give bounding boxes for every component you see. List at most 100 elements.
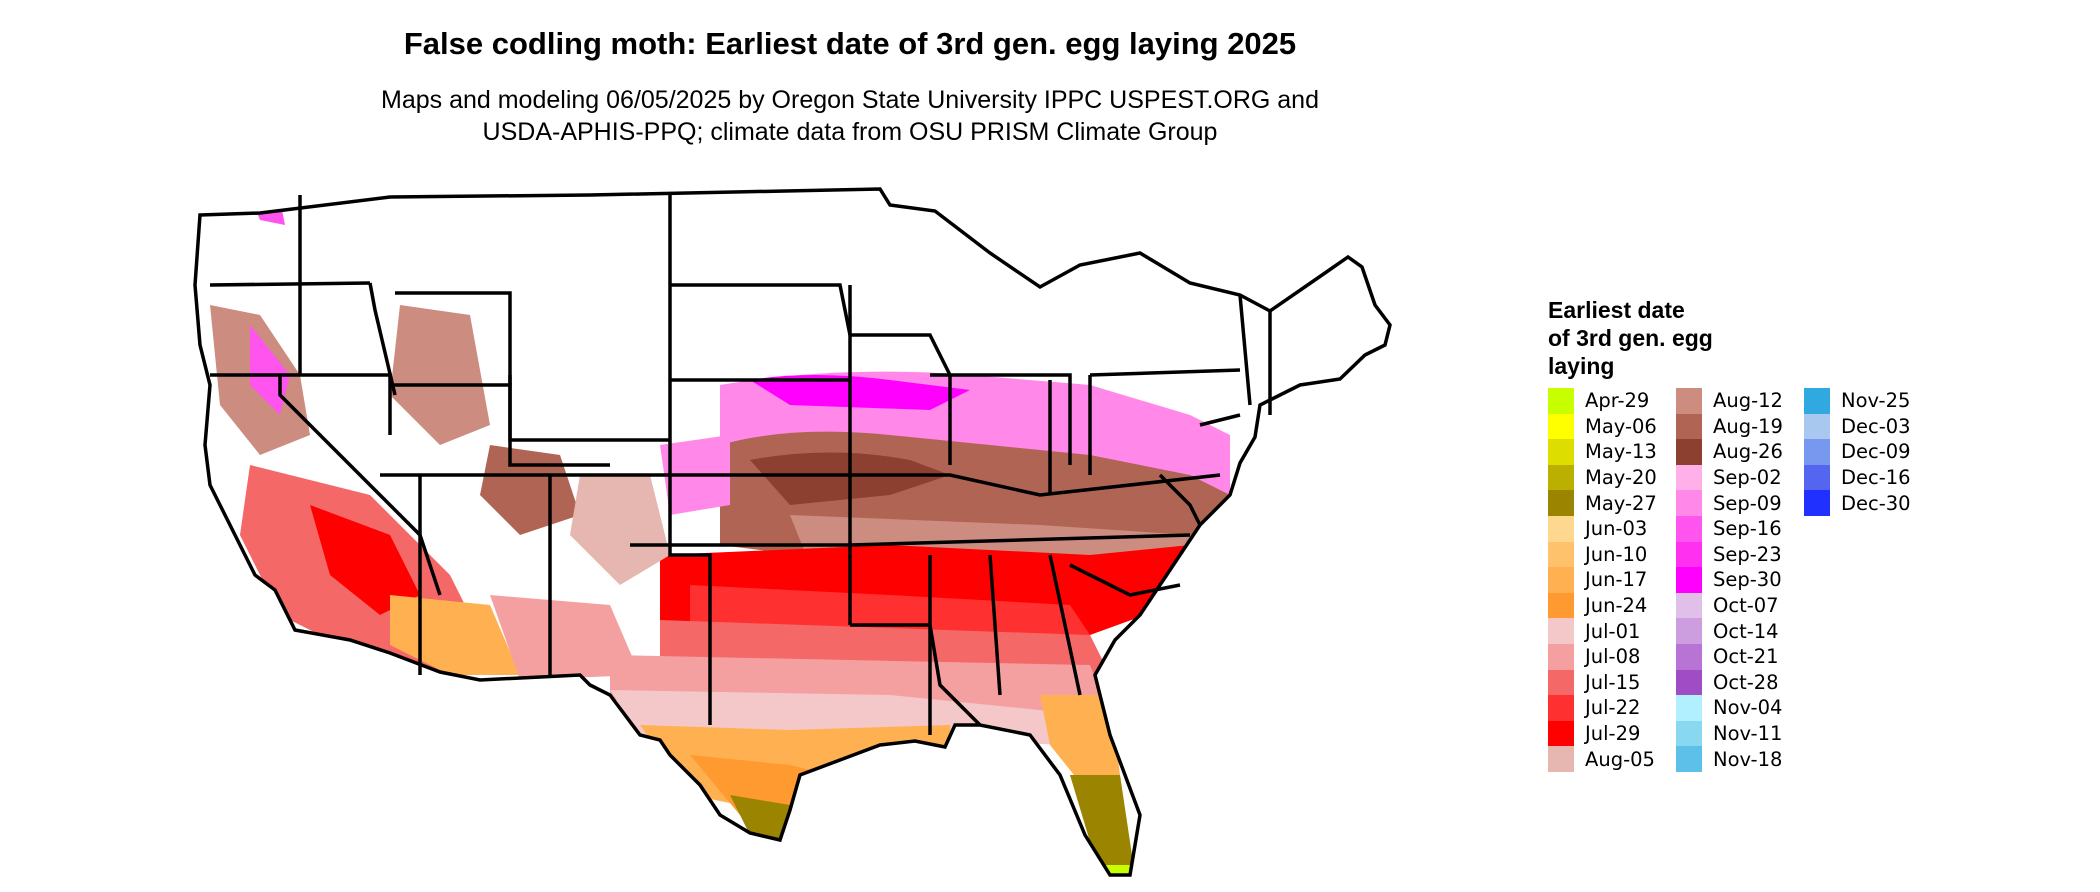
legend-item: Sep-16 <box>1676 515 1802 542</box>
subtitle-line-1: Maps and modeling 06/05/2025 by Oregon S… <box>381 86 1319 114</box>
legend-swatch <box>1676 515 1702 542</box>
legend-item: Sep-23 <box>1676 541 1802 568</box>
legend-swatch <box>1548 490 1574 516</box>
legend-item: May-20 <box>1548 464 1674 491</box>
legend-swatch <box>1676 567 1702 593</box>
legend-item: Dec-03 <box>1804 413 1930 440</box>
legend-label: May-27 <box>1585 491 1657 515</box>
legend-swatch <box>1548 695 1574 721</box>
legend-label: May-06 <box>1585 414 1657 438</box>
legend-swatch <box>1548 643 1574 670</box>
legend-label: Aug-12 <box>1713 389 1783 413</box>
legend-label: Jul-08 <box>1585 645 1641 669</box>
legend-title: Earliest date of 3rd gen. egg laying <box>1548 296 1788 380</box>
state-boundaries <box>193 187 1392 877</box>
legend-label: Jul-29 <box>1585 722 1641 746</box>
legend-item: Nov-25 <box>1804 388 1930 414</box>
legend-item: Jun-03 <box>1548 515 1674 542</box>
legend-item: Jul-22 <box>1548 695 1674 721</box>
legend-swatch <box>1676 388 1702 414</box>
legend-swatch <box>1676 439 1702 465</box>
legend-swatch <box>1548 541 1574 568</box>
legend-label: Jun-03 <box>1585 517 1648 541</box>
legend-title-line-3: laying <box>1548 353 1615 379</box>
map-title: False codling moth: Earliest date of 3rd… <box>403 26 1297 61</box>
legend-item: Aug-19 <box>1676 413 1802 440</box>
legend-item: Sep-30 <box>1676 567 1802 593</box>
legend-swatch <box>1676 490 1702 516</box>
legend-label: Nov-11 <box>1713 722 1783 746</box>
legend-label: Oct-07 <box>1713 594 1779 618</box>
legend-swatch <box>1676 464 1702 491</box>
legend-column: Aug-12 Aug-19 Aug-26 Sep-02 Sep-09 Sep-16 Sep-… <box>1676 388 1802 772</box>
legend-label: Jul-01 <box>1585 619 1641 643</box>
legend-label: Nov-04 <box>1713 696 1783 720</box>
legend-swatch <box>1548 746 1574 772</box>
legend-item: Sep-09 <box>1676 490 1802 516</box>
legend-item: Oct-07 <box>1676 592 1802 619</box>
legend-item: Oct-28 <box>1676 669 1802 696</box>
legend-column: Apr-29 May-06 May-13 May-20 May-27 Jun-03 Jun-… <box>1548 388 1674 772</box>
legend-item: Sep-02 <box>1676 464 1802 491</box>
legend-item: May-27 <box>1548 490 1674 516</box>
legend-swatch <box>1548 464 1574 491</box>
legend-label: Apr-29 <box>1585 389 1650 413</box>
legend-swatch <box>1548 567 1574 593</box>
legend-item: Nov-18 <box>1676 746 1802 772</box>
legend-title-line-1: Earliest date <box>1548 297 1685 323</box>
legend-label: May-13 <box>1585 440 1657 464</box>
legend-label: Nov-18 <box>1713 747 1783 771</box>
legend-item: Dec-16 <box>1804 464 1930 491</box>
legend-swatch <box>1804 464 1830 491</box>
legend-item: Jul-29 <box>1548 720 1674 747</box>
legend-swatch <box>1676 720 1702 747</box>
legend-swatch <box>1804 439 1830 465</box>
legend-swatch <box>1548 439 1574 465</box>
degree-day-raster <box>195 189 1390 875</box>
legend-item: Nov-11 <box>1676 720 1802 747</box>
legend-label: Aug-05 <box>1585 747 1655 771</box>
legend-item: May-13 <box>1548 439 1674 465</box>
legend-item: Dec-30 <box>1804 490 1930 516</box>
legend-item: Jun-24 <box>1548 592 1674 619</box>
legend-swatch <box>1548 388 1574 414</box>
legend-label: Sep-16 <box>1713 517 1782 541</box>
legend-label: Sep-02 <box>1713 466 1782 490</box>
legend-label: Nov-25 <box>1841 389 1911 413</box>
legend-swatch <box>1676 541 1702 568</box>
legend-swatch <box>1548 413 1574 440</box>
legend-label: Dec-16 <box>1841 466 1911 490</box>
legend-label: Dec-09 <box>1841 440 1911 464</box>
legend-swatch <box>1804 388 1830 414</box>
legend-label: Aug-26 <box>1713 440 1783 464</box>
legend-label: May-20 <box>1585 466 1657 490</box>
legend-label: Oct-28 <box>1713 670 1779 694</box>
legend-label: Jul-22 <box>1585 696 1641 720</box>
legend-swatch <box>1548 669 1574 696</box>
legend-item: Dec-09 <box>1804 439 1930 465</box>
legend-label: Sep-23 <box>1713 542 1782 566</box>
legend-item: May-06 <box>1548 413 1674 440</box>
legend-swatch <box>1676 413 1702 440</box>
legend-swatch <box>1676 695 1702 721</box>
legend-item: Aug-12 <box>1676 388 1802 414</box>
legend-item: Jul-01 <box>1548 618 1674 644</box>
legend-swatch <box>1548 720 1574 747</box>
legend-swatch <box>1676 592 1702 619</box>
legend-label: Dec-03 <box>1841 414 1911 438</box>
legend-swatch <box>1676 669 1702 696</box>
legend-label: Jul-15 <box>1585 670 1641 694</box>
legend-item: Jul-15 <box>1548 669 1674 696</box>
legend-swatch <box>1676 746 1702 772</box>
legend-swatch <box>1548 515 1574 542</box>
legend-label: Jun-17 <box>1585 568 1648 592</box>
map-subtitle: Maps and modeling 06/05/2025 by Oregon S… <box>0 84 1700 148</box>
legend-item: Jun-10 <box>1548 541 1674 568</box>
us-map <box>193 187 1392 877</box>
legend-swatch <box>1676 618 1702 644</box>
legend-item: Aug-05 <box>1548 746 1674 772</box>
legend-label: Oct-14 <box>1713 619 1779 643</box>
legend-label: Sep-30 <box>1713 568 1782 592</box>
legend-item: Apr-29 <box>1548 388 1674 414</box>
legend-label: Oct-21 <box>1713 645 1779 669</box>
